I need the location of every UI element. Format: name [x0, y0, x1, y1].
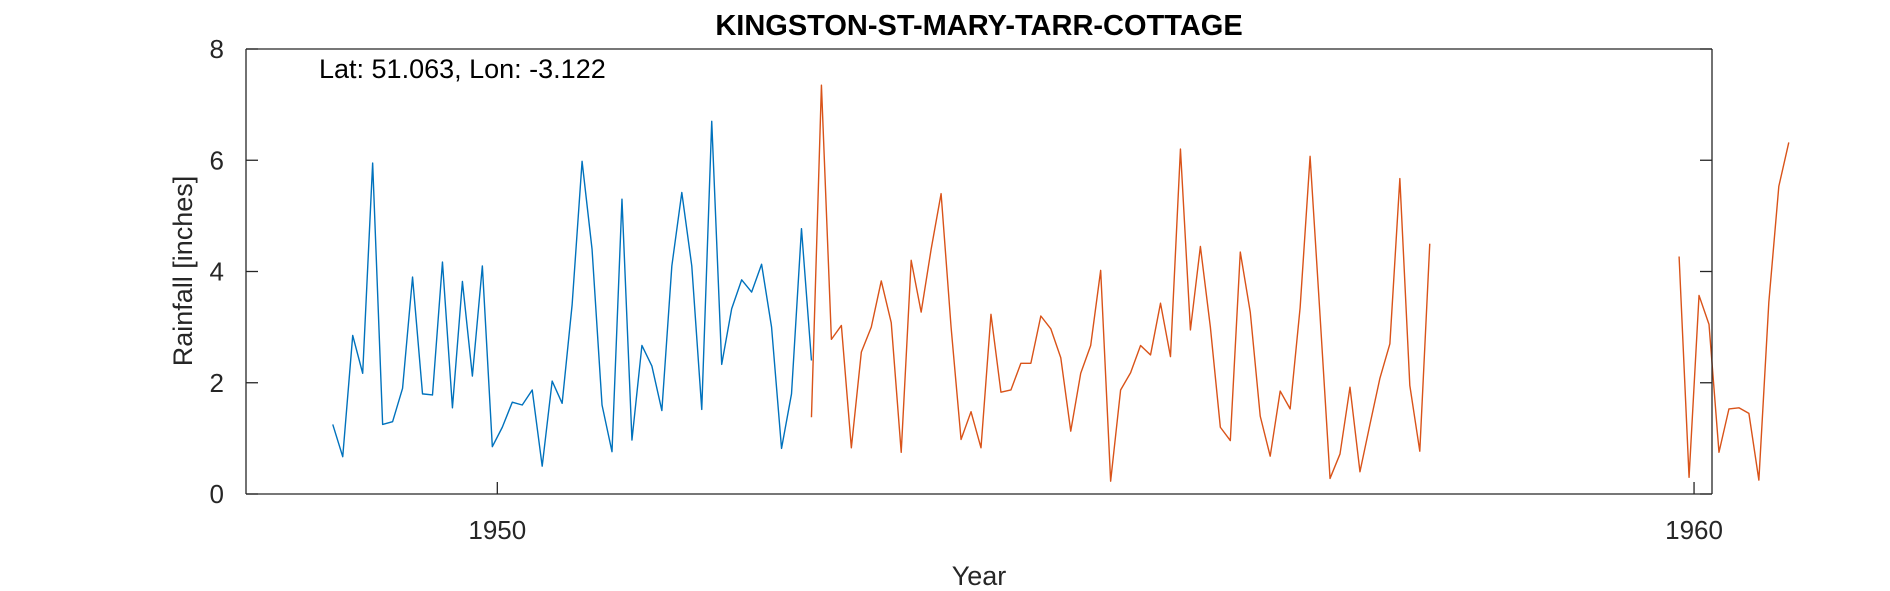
ticks-layer: 0 2 4 6 8 1950 1960	[210, 34, 1723, 545]
y-axis-title: Rainfall [inches]	[168, 176, 198, 367]
series-orange-line-2	[1678, 142, 1790, 481]
y-tick-label-4: 4	[210, 257, 224, 287]
series-blue-line-1	[332, 120, 813, 467]
y-tick-label-6: 6	[210, 145, 224, 175]
y-tick-label-8: 8	[210, 34, 224, 64]
y-tick-label-0: 0	[210, 479, 224, 509]
y-tick-label-2: 2	[210, 368, 224, 398]
series-orange-line-1	[810, 84, 1431, 482]
x-axis-title: Year	[952, 561, 1007, 591]
plot-area	[246, 49, 1712, 494]
series-layer	[332, 84, 1790, 482]
x-tick-label-1960: 1960	[1665, 515, 1723, 545]
chart-title: KINGSTON-ST-MARY-TARR-COTTAGE	[715, 10, 1242, 42]
x-tick-label-1950: 1950	[468, 515, 526, 545]
location-annotation: Lat: 51.063, Lon: -3.122	[319, 54, 606, 84]
